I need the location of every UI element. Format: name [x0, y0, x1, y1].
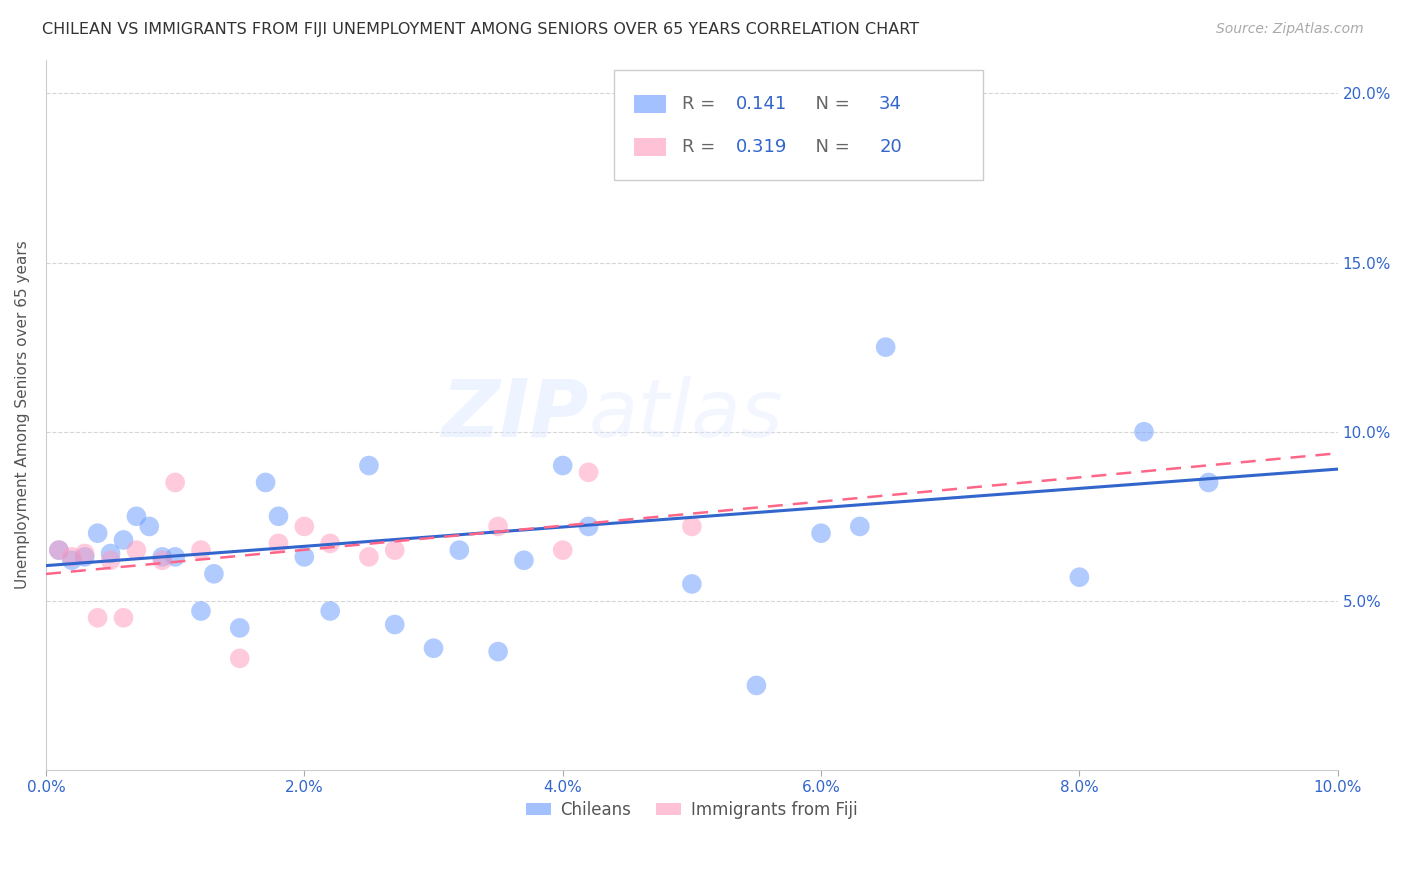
Point [578, 465, 600, 479]
Point [875, 340, 897, 354]
Text: CHILEAN VS IMMIGRANTS FROM FIJI UNEMPLOYMENT AMONG SENIORS OVER 65 YEARS CORRELA: CHILEAN VS IMMIGRANTS FROM FIJI UNEMPLOY… [42, 22, 920, 37]
Text: atlas: atlas [589, 376, 783, 454]
Point [190, 543, 212, 558]
Point [681, 577, 703, 591]
Point [165, 549, 187, 564]
Point [551, 458, 574, 473]
Point [60, 553, 83, 567]
Point [357, 458, 380, 473]
Text: 0.141: 0.141 [735, 95, 787, 113]
Point [810, 526, 832, 541]
Point [254, 475, 277, 490]
Point [681, 519, 703, 533]
Point [229, 621, 252, 635]
Point [1133, 425, 1156, 439]
Point [229, 651, 252, 665]
Point [267, 509, 290, 524]
FancyBboxPatch shape [634, 138, 666, 156]
Point [616, 137, 638, 152]
Point [292, 549, 315, 564]
Point [73, 549, 96, 564]
Point [48, 543, 70, 558]
Point [100, 553, 122, 567]
Point [48, 543, 70, 558]
Point [150, 553, 173, 567]
Point [125, 509, 148, 524]
Text: R =: R = [682, 95, 720, 113]
Point [384, 617, 406, 632]
FancyBboxPatch shape [634, 95, 666, 113]
Text: N =: N = [804, 138, 856, 156]
Text: Source: ZipAtlas.com: Source: ZipAtlas.com [1216, 22, 1364, 37]
Point [112, 533, 135, 547]
Point [100, 547, 122, 561]
Text: N =: N = [804, 95, 856, 113]
Point [422, 641, 444, 656]
Point [578, 519, 600, 533]
Point [202, 566, 225, 581]
Text: 20: 20 [879, 138, 901, 156]
Point [551, 543, 574, 558]
Point [86, 526, 108, 541]
Point [486, 519, 509, 533]
Point [292, 519, 315, 533]
Legend: Chileans, Immigrants from Fiji: Chileans, Immigrants from Fiji [519, 794, 865, 826]
Point [125, 543, 148, 558]
Point [267, 536, 290, 550]
FancyBboxPatch shape [614, 70, 983, 180]
Point [190, 604, 212, 618]
Point [449, 543, 471, 558]
Point [1069, 570, 1091, 584]
Text: 34: 34 [879, 95, 903, 113]
Point [357, 549, 380, 564]
Point [1198, 475, 1220, 490]
Text: ZIP: ZIP [441, 376, 589, 454]
Point [384, 543, 406, 558]
Point [745, 678, 768, 692]
Point [86, 611, 108, 625]
Text: 0.319: 0.319 [735, 138, 787, 156]
Point [849, 519, 872, 533]
Point [73, 547, 96, 561]
Point [486, 644, 509, 658]
Y-axis label: Unemployment Among Seniors over 65 years: Unemployment Among Seniors over 65 years [15, 241, 30, 590]
Point [138, 519, 160, 533]
Point [112, 611, 135, 625]
Point [150, 549, 173, 564]
Point [319, 604, 342, 618]
Point [513, 553, 536, 567]
Point [165, 475, 187, 490]
Point [60, 549, 83, 564]
Text: R =: R = [682, 138, 720, 156]
Point [319, 536, 342, 550]
